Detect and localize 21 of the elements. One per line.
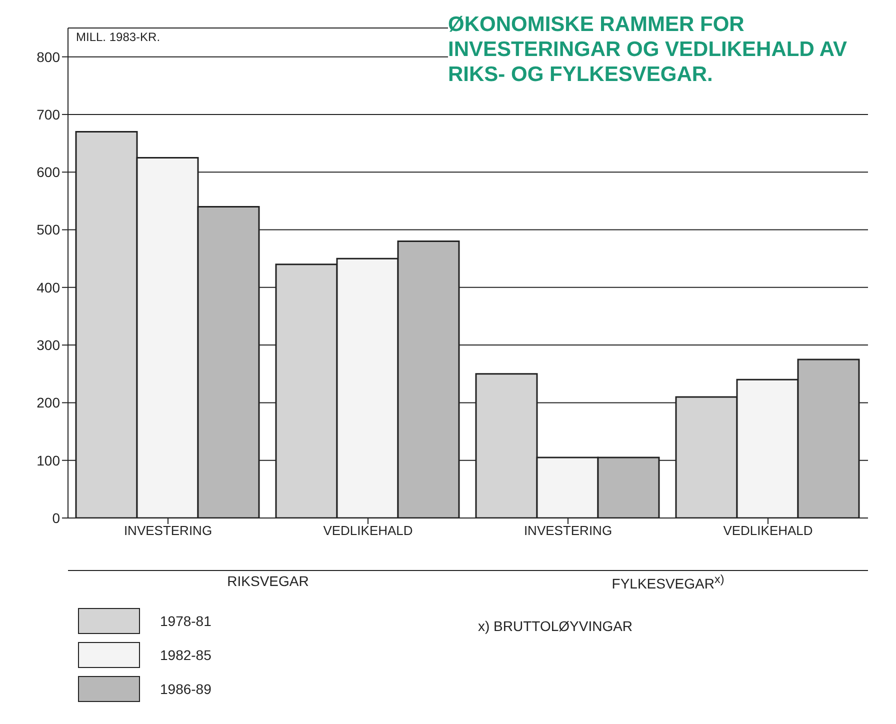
y-tick-label: 800 [36,48,60,65]
x-tick-label: INVESTERING [124,523,212,538]
y-tick-label: 0 [52,510,60,526]
y-tick-label: 100 [36,452,60,468]
x-tick-label: INVESTERING [524,523,612,538]
y-tick-label: 400 [36,279,60,296]
y-tick-label: 500 [36,222,60,238]
legend-label: 1982-85 [159,646,212,665]
y-axis-title: MILL. 1983-KR. [76,30,160,44]
y-tick-label: 200 [36,394,60,411]
text: RIKSVEGAR [68,570,468,589]
text: ØKONOMISKE RAMMER FOR INVESTERINGAR OG VEDLIKEHALD AV RIKS- OG FYLKESVEGAR. [448,12,878,87]
text: FYLKESVEGAR$^{x)}$ [468,570,868,592]
legend-label: 1978-81 [159,612,212,631]
text: x) BRUTTOLØYVINGAR [478,618,633,634]
y-tick-label: 700 [36,106,60,122]
y-tick-label: 600 [36,164,60,180]
legend-label: 1986-89 [159,680,212,699]
y-tick-label: 300 [36,337,60,354]
x-tick-label: VEDLIKEHALD [723,523,813,538]
x-tick-label: VEDLIKEHALD [323,523,413,538]
